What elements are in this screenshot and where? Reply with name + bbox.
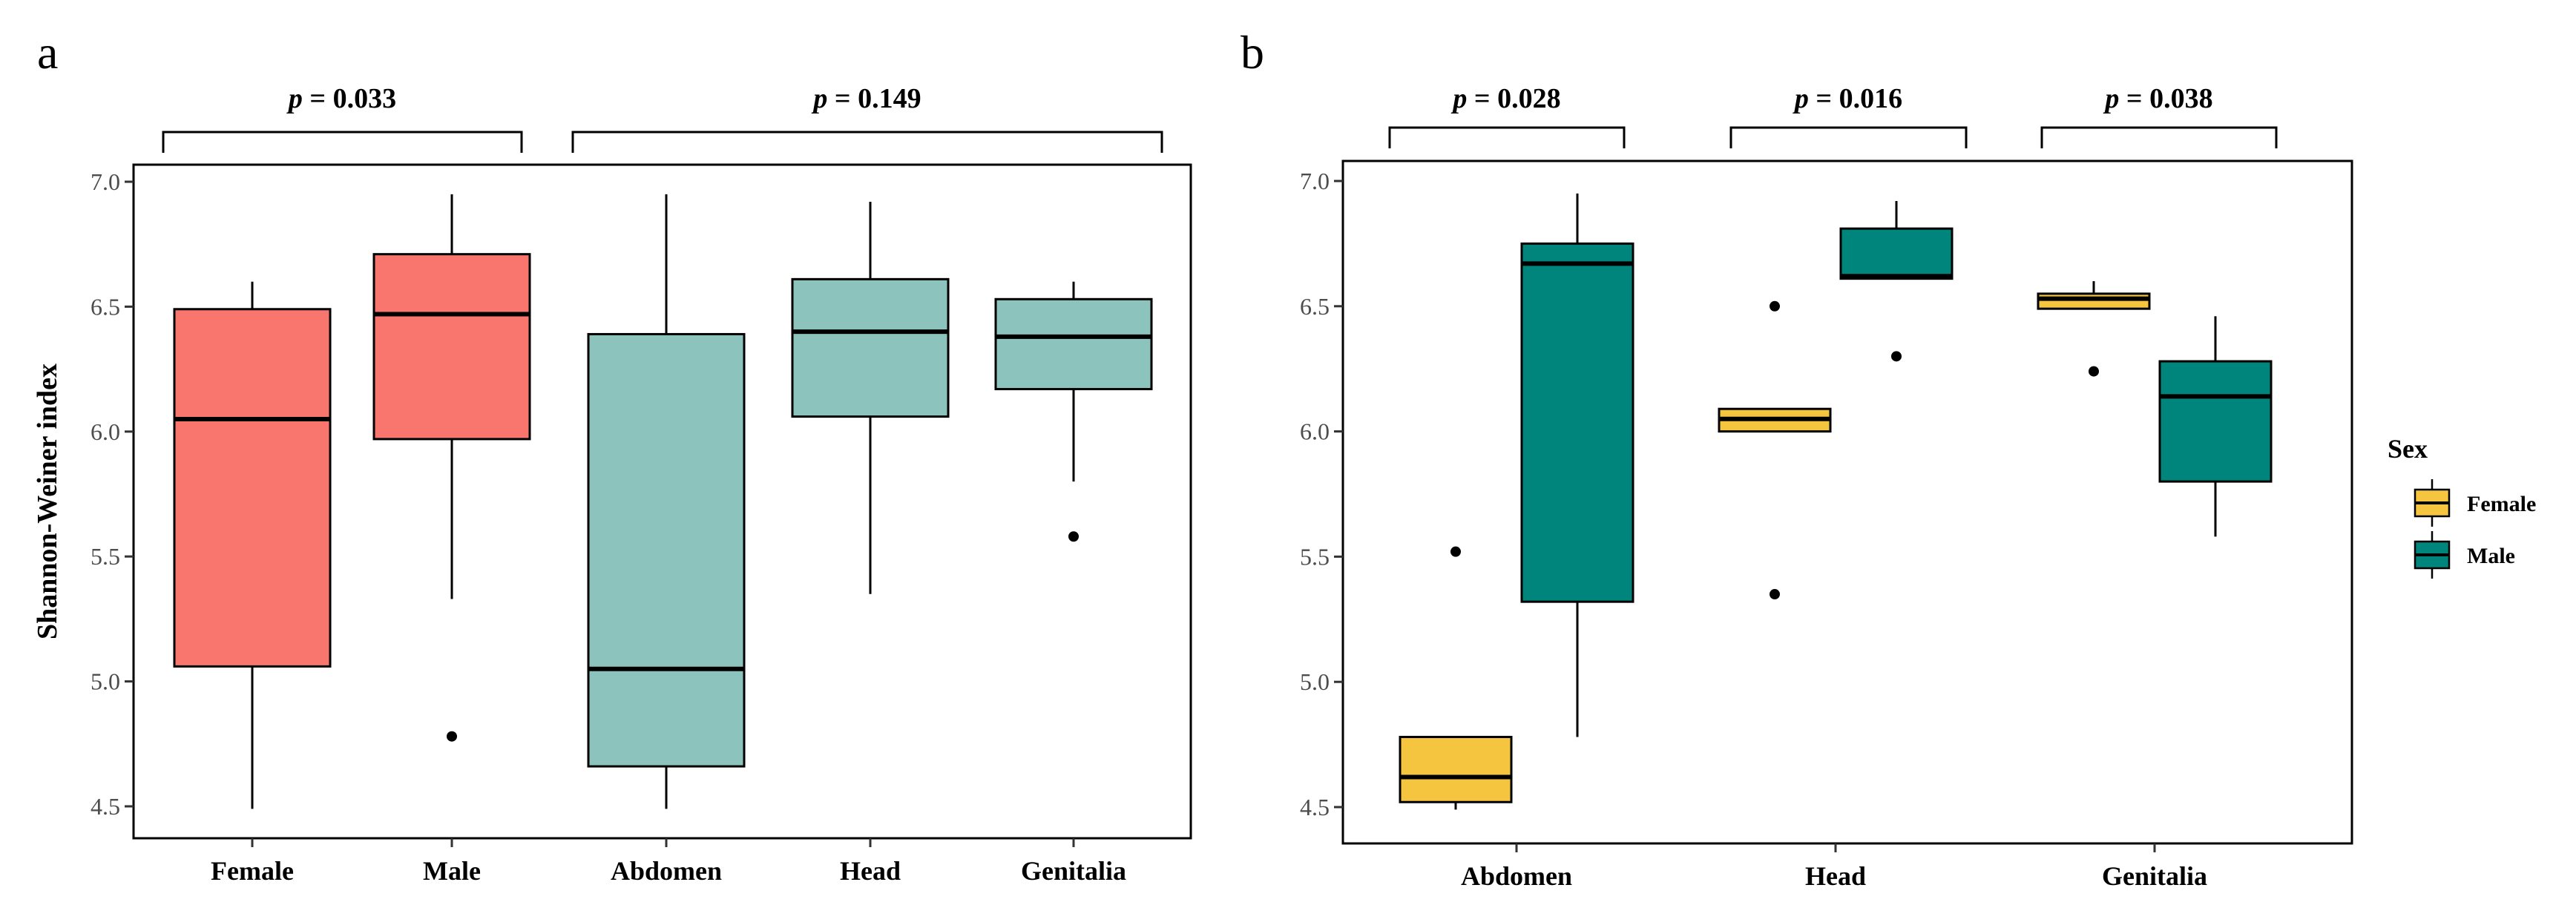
panel-a-box-female xyxy=(173,281,332,809)
panel-b-significance: p = 0.028 p = 0.016 p = 0.038 xyxy=(1388,83,2278,148)
panel-b-sig-2: p = 0.038 xyxy=(2040,83,2278,148)
panel-a-x-tick-label-genitalia: Genitalia xyxy=(1021,856,1126,886)
panel-b-box-female-head-outlier xyxy=(1770,300,1780,312)
panel-b-sig-bracket xyxy=(1388,126,1626,148)
panel-a-box-abdomen-box xyxy=(587,332,746,768)
panel-b-box-female-genitalia-outlier xyxy=(2089,366,2099,377)
panel-a-sig-p: p xyxy=(811,83,827,114)
panel-a-x-axis: Female Male Abdomen Head Genitalia xyxy=(211,838,1126,886)
panel-b-x-tick-label-genitalia: Genitalia xyxy=(2102,861,2207,891)
panel-a-sig-label: p = 0.149 xyxy=(811,83,921,114)
panel-b-box-male-genitalia xyxy=(2158,316,2273,537)
panel-a-y-tick-label: 7.0 xyxy=(91,168,120,195)
panel-a-x-tick-label-abdomen: Abdomen xyxy=(611,856,722,886)
panel-a-y-axis-title: Shannon-Weiner index xyxy=(32,363,63,639)
panel-b-sig-bracket xyxy=(1729,126,1968,148)
panel-b-sig-p: p xyxy=(2103,83,2119,114)
panel-b-sig-value: = 0.016 xyxy=(1809,83,1902,114)
panel-b-letter: b xyxy=(1241,26,1264,79)
panel-a-sig-p: p xyxy=(286,83,303,114)
panel-a-box-abdomen xyxy=(587,194,746,809)
panel-b-sig-bracket xyxy=(2040,126,2278,148)
panel-b-boxes xyxy=(1399,193,2273,810)
panel-b-x-tick-label-head: Head xyxy=(1805,861,1866,891)
legend-entries: Female Male xyxy=(2414,479,2536,579)
panel-b-sig-p: p xyxy=(1793,83,1809,114)
panel-a-box-head xyxy=(791,201,950,594)
legend-entry-male: Male xyxy=(2414,531,2515,579)
panel-b-box-male-abdomen-box xyxy=(1520,242,1634,603)
panel-b-box-male-head-box xyxy=(1839,227,1954,280)
legend-entry-female: Female xyxy=(2414,479,2536,527)
panel-a-letter: a xyxy=(37,26,58,79)
panel-b-box-female-abdomen xyxy=(1399,546,1513,810)
legend-label-male: Male xyxy=(2467,544,2515,568)
panel-b-y-tick-label: 5.5 xyxy=(1300,543,1330,570)
panel-b-box-male-abdomen xyxy=(1520,193,1634,737)
panel-a-box-head-box xyxy=(791,277,950,418)
panel-b-y-tick-label: 5.0 xyxy=(1300,668,1330,695)
panel-b-box-female-genitalia-box xyxy=(2037,292,2151,310)
panel-b-y-axis: 4.5 5.0 5.5 6.0 6.5 7.0 xyxy=(1300,168,1343,820)
panel-a-box-genitalia-box xyxy=(994,297,1153,391)
panel-b-y-tick-label: 6.5 xyxy=(1300,293,1330,320)
panel-a-y-axis: 4.5 5.0 5.5 6.0 6.5 7.0 xyxy=(91,168,134,820)
panel-a-sig-bracket xyxy=(571,131,1163,153)
panel-a-significance: p = 0.033 p = 0.149 xyxy=(162,83,1163,153)
panel-a-x-tick-label-male: Male xyxy=(423,856,481,886)
panel-b-y-tick-label: 7.0 xyxy=(1300,168,1330,194)
panel-a-y-tick-label: 4.5 xyxy=(91,793,120,820)
panel-b-sig-value: = 0.038 xyxy=(2119,83,2212,114)
panel-b-box-female-genitalia xyxy=(2037,281,2151,377)
panel-b-sig-0: p = 0.028 xyxy=(1388,83,1626,148)
panel-b-sig-value: = 0.028 xyxy=(1467,83,1560,114)
panel-b: 4.55.05.56.06.57.0 Abdomen Head Genitalia … xyxy=(1300,83,2353,891)
panel-b-sig-1: p = 0.016 xyxy=(1729,83,1968,148)
panel-b-box-female-head xyxy=(1718,300,1832,600)
panel-a-x-tick-label-female: Female xyxy=(211,856,294,886)
panel-b-sig-p: p xyxy=(1450,83,1467,114)
panel-a-box-male xyxy=(372,194,531,742)
panel-a-box-male-box xyxy=(372,253,531,441)
panel-b-sig-label: p = 0.038 xyxy=(2103,83,2212,114)
panel-a: 4.5 5.0 5.5 6.0 6.5 7.0 Female Male Abdomen Head… xyxy=(32,83,1192,886)
panel-b-y-tick-label: 4.5 xyxy=(1300,794,1330,820)
panel-a-y-tick-label: 6.5 xyxy=(91,293,120,320)
panel-b-box-female-abdomen-outlier xyxy=(1450,546,1461,557)
panel-b-box-female-head-outlier xyxy=(1770,589,1780,600)
panel-a-box-female-box xyxy=(173,308,332,668)
panel-a-sig-value: = 0.033 xyxy=(303,83,396,114)
panel-a-box-genitalia xyxy=(994,281,1153,542)
panel-b-box-male-head xyxy=(1839,201,1954,362)
panel-b-sig-label: p = 0.016 xyxy=(1793,83,1902,114)
panel-a-box-genitalia-outlier xyxy=(1068,531,1079,542)
panel-b-x-tick-label-abdomen: Abdomen xyxy=(1461,861,1572,891)
panel-b-x-axis: Abdomen Head Genitalia xyxy=(1461,843,2207,891)
panel-b-box-male-head-outlier xyxy=(1891,351,1902,362)
legend: Sex Female Male xyxy=(2388,434,2536,579)
panel-a-x-tick-label-head: Head xyxy=(840,856,901,886)
panel-a-y-tick-label: 5.5 xyxy=(91,543,120,570)
panel-a-sig-1: p = 0.149 xyxy=(571,83,1163,153)
panel-a-box-male-outlier xyxy=(447,731,457,742)
panel-b-sig-label: p = 0.028 xyxy=(1450,83,1560,114)
panel-b-box-male-genitalia-box xyxy=(2158,360,2273,483)
panel-a-sig-label: p = 0.033 xyxy=(286,83,396,114)
panel-a-sig-0: p = 0.033 xyxy=(162,83,523,153)
panel-a-boxes xyxy=(173,194,1153,809)
legend-title: Sex xyxy=(2388,434,2428,464)
legend-label-female: Female xyxy=(2467,492,2536,516)
panel-a-y-tick-label: 6.0 xyxy=(91,418,120,445)
panel-a-y-tick-label: 5.0 xyxy=(91,668,120,695)
panel-b-y-tick-label: 6.0 xyxy=(1300,418,1330,445)
panel-a-sig-value: = 0.149 xyxy=(827,83,921,114)
panel-a-sig-bracket xyxy=(162,131,523,153)
panel-b-box-female-abdomen-box xyxy=(1399,735,1513,803)
